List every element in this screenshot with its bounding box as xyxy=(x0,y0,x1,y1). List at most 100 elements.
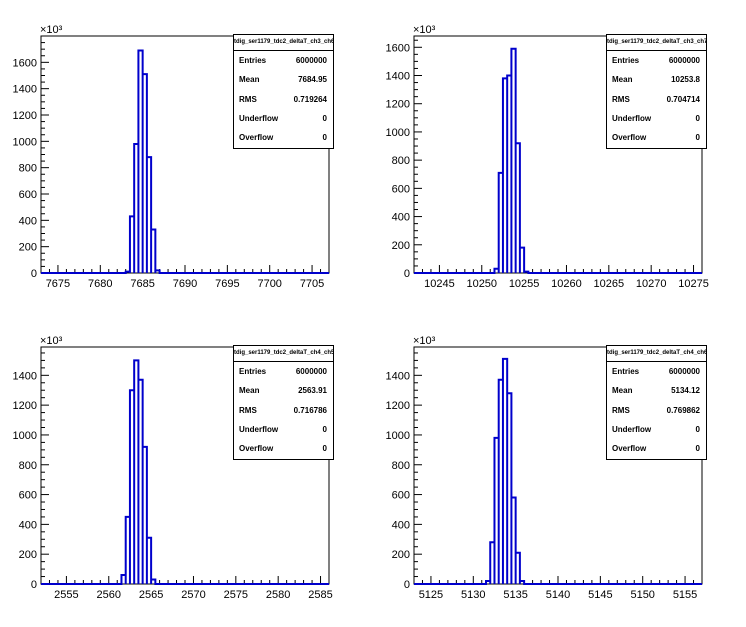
stats-value: 6000000 xyxy=(295,367,327,376)
y-tick-label: 1000 xyxy=(13,136,37,148)
stats-value: 0 xyxy=(695,444,700,454)
x-tick-label: 7675 xyxy=(46,278,70,290)
stats-value: 6000000 xyxy=(295,56,327,65)
y-tick-label: 200 xyxy=(392,240,410,252)
y-tick-label: 1200 xyxy=(13,400,37,412)
x-tick-label: 5150 xyxy=(630,589,654,601)
x-tick-label: 2560 xyxy=(97,589,121,601)
pad-ch3-ch7: 10245 10250 10255 10260 10265 10270 10275 0 200 4… xyxy=(373,0,746,311)
stats-row: Entries 6000000 xyxy=(234,362,333,381)
stats-value: 0.716786 xyxy=(293,405,327,415)
stats-row: Underflow 0 xyxy=(234,109,333,128)
x-tick-label: 10260 xyxy=(551,278,582,290)
y-tick-label: 1400 xyxy=(386,370,410,382)
stats-box: tdig_ser1179_tdc2_deltaT_ch4_ch6 Entries… xyxy=(606,345,707,460)
stats-value: 0 xyxy=(322,113,327,123)
stats-row: Underflow 0 xyxy=(234,420,333,439)
y-tick-label: 600 xyxy=(19,490,37,502)
y-tick-label: 600 xyxy=(392,183,410,195)
y-multiplier-label: ×10³ xyxy=(413,24,436,36)
x-tick-label: 10250 xyxy=(466,278,497,290)
x-tick-label: 10270 xyxy=(636,278,667,290)
stats-row: Mean 5134.12 xyxy=(607,381,706,400)
stats-value: 0.719264 xyxy=(293,94,327,104)
stats-row: RMS 0.704714 xyxy=(607,90,706,109)
stats-value: 0 xyxy=(695,133,700,143)
stats-value: 0.704714 xyxy=(666,94,700,104)
stats-label: Overflow xyxy=(612,133,647,143)
y-multiplier-label: ×10³ xyxy=(40,335,63,347)
stats-box: tdig_ser1179_tdc2_deltaT_ch3_ch6 Entries… xyxy=(233,34,334,149)
stats-title: tdig_ser1179_tdc2_deltaT_ch4_ch6 xyxy=(607,346,706,362)
x-tick-label: 5140 xyxy=(546,589,570,601)
stats-label: Mean xyxy=(239,75,260,85)
stats-label: Underflow xyxy=(239,424,279,434)
stats-value: 0 xyxy=(322,444,327,454)
stats-label: RMS xyxy=(612,94,630,104)
stats-box: tdig_ser1179_tdc2_deltaT_ch3_ch7 Entries… xyxy=(606,34,707,149)
x-tick-label: 2565 xyxy=(139,589,163,601)
y-tick-label: 800 xyxy=(392,155,410,167)
stats-row: Overflow 0 xyxy=(234,439,333,458)
y-tick-label: 200 xyxy=(19,242,37,254)
stats-label: Mean xyxy=(239,386,260,396)
stats-value: 0 xyxy=(322,133,327,143)
y-tick-label: 1600 xyxy=(13,57,37,69)
stats-title: tdig_ser1179_tdc2_deltaT_ch3_ch6 xyxy=(234,35,333,51)
stats-row: Entries 6000000 xyxy=(607,51,706,70)
y-tick-label: 200 xyxy=(392,549,410,561)
y-tick-label: 400 xyxy=(19,519,37,531)
x-tick-label: 7690 xyxy=(173,278,197,290)
stats-label: Entries xyxy=(612,367,640,376)
x-tick-label: 10245 xyxy=(424,278,455,290)
stats-box: tdig_ser1179_tdc2_deltaT_ch4_ch5 Entries… xyxy=(233,345,334,460)
stats-value: 0 xyxy=(695,113,700,123)
y-tick-label: 1400 xyxy=(386,71,410,83)
stats-label: Overflow xyxy=(239,444,274,454)
stats-label: Mean xyxy=(612,386,633,396)
x-tick-label: 2575 xyxy=(224,589,248,601)
stats-title: tdig_ser1179_tdc2_deltaT_ch3_ch7 xyxy=(607,35,706,51)
x-tick-label: 10255 xyxy=(509,278,540,290)
stats-label: Entries xyxy=(612,56,640,65)
y-tick-label: 600 xyxy=(392,490,410,502)
pad-ch4-ch5: 2555 2560 2565 2570 2575 2580 2585 0 200 400 600 80… xyxy=(0,311,373,622)
x-tick-label: 2580 xyxy=(266,589,290,601)
stats-row: Entries 6000000 xyxy=(607,362,706,381)
stats-value: 10253.8 xyxy=(671,75,700,85)
stats-row: Underflow 0 xyxy=(607,109,706,128)
stats-row: Mean 10253.8 xyxy=(607,70,706,89)
histogram-line xyxy=(414,357,702,585)
stats-row: Overflow 0 xyxy=(234,128,333,147)
stats-row: Mean 2563.91 xyxy=(234,381,333,400)
stats-value: 0 xyxy=(322,424,327,434)
stats-value: 7684.95 xyxy=(298,75,327,85)
pad-ch4-ch6: 5125 5130 5135 5140 5145 5150 5155 0 200 400 600 80… xyxy=(373,311,746,622)
y-tick-label: 400 xyxy=(392,519,410,531)
y-tick-label: 400 xyxy=(19,215,37,227)
histogram-plot: 7675 7680 7685 7690 7695 7700 7705 0 200 400 600 80… xyxy=(13,24,330,290)
y-tick-label: 400 xyxy=(392,212,410,224)
y-tick-label: 1600 xyxy=(386,42,410,54)
x-tick-label: 7680 xyxy=(88,278,112,290)
stats-label: RMS xyxy=(612,405,630,415)
y-tick-label: 1000 xyxy=(13,430,37,442)
x-tick-label: 5145 xyxy=(588,589,612,601)
stats-row: Underflow 0 xyxy=(607,420,706,439)
y-tick-label: 800 xyxy=(19,163,37,175)
y-tick-label: 200 xyxy=(19,549,37,561)
x-tick-label: 2570 xyxy=(181,589,205,601)
y-multiplier-label: ×10³ xyxy=(40,24,63,36)
x-tick-label: 7695 xyxy=(215,278,239,290)
stats-value: 2563.91 xyxy=(298,386,327,396)
x-tick-label: 2555 xyxy=(54,589,78,601)
x-tick-label: 5135 xyxy=(503,589,527,601)
pad-ch3-ch6: 7675 7680 7685 7690 7695 7700 7705 0 200 400 600 80… xyxy=(0,0,373,311)
histogram-line xyxy=(414,47,702,274)
stats-label: RMS xyxy=(239,94,257,104)
x-tick-label: 7700 xyxy=(257,278,281,290)
stats-value: 0 xyxy=(695,424,700,434)
histogram-line xyxy=(41,49,329,274)
y-tick-label: 800 xyxy=(392,460,410,472)
y-tick-label: 1200 xyxy=(386,400,410,412)
